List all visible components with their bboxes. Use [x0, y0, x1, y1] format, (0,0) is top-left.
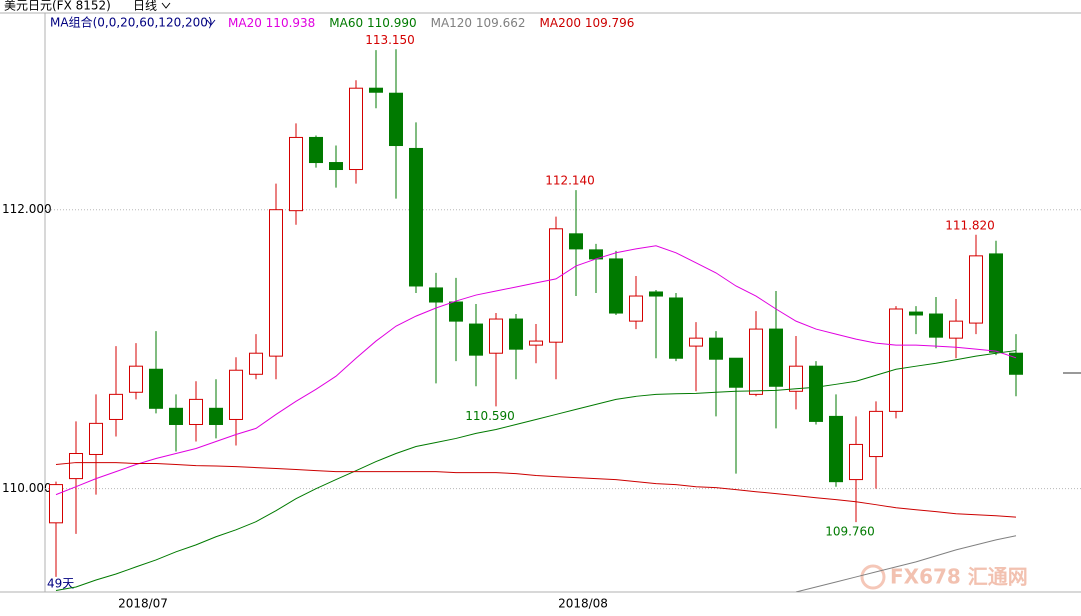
candle-body	[109, 393, 123, 420]
candle-body	[169, 407, 183, 425]
candle-body	[209, 407, 223, 425]
candle-body	[329, 162, 343, 171]
high-label: 113.150	[365, 33, 415, 47]
count-label: 49天	[47, 577, 74, 591]
candle-body	[749, 328, 763, 395]
candle-body	[1009, 352, 1023, 375]
candle-body	[809, 365, 823, 422]
candle-body	[689, 337, 703, 347]
candle-body	[49, 484, 63, 524]
chart-title: 美元日元(FX 8152)	[4, 0, 111, 13]
ma-selector[interactable]: MA组合(0,0,20,60,120,200)	[50, 15, 213, 30]
period-selector[interactable]: 日线	[133, 0, 157, 13]
candle-body	[989, 253, 1003, 353]
ma-line	[55, 462, 1017, 518]
watermark: FX678 汇通网	[860, 564, 1028, 590]
candle-body	[529, 340, 543, 346]
candle-body	[309, 136, 323, 164]
high-label: 112.140	[545, 174, 595, 188]
watermark-text: FX678 汇通网	[890, 565, 1028, 589]
legend-value: 110.938	[266, 16, 316, 30]
candle-body	[949, 320, 963, 339]
candle-body	[669, 297, 683, 359]
candle-body	[789, 365, 803, 392]
candle-body	[649, 291, 663, 297]
low-label: 110.590	[465, 409, 515, 423]
ma-line	[55, 350, 1017, 591]
candle-body	[849, 443, 863, 481]
candle-body	[409, 147, 423, 287]
candle-body	[469, 323, 483, 356]
candle-body	[429, 287, 443, 303]
legend-value: 110.990	[367, 16, 417, 30]
candle-body	[129, 365, 143, 393]
candle-body	[769, 328, 783, 387]
candle-body	[89, 422, 103, 455]
x-tick-label: 2018/07	[118, 597, 168, 611]
candle-body	[189, 398, 203, 425]
low-label: 109.760	[825, 525, 875, 539]
legend-entry: MA200 109.796	[540, 16, 635, 30]
candle-body	[289, 136, 303, 212]
dropdown-caret[interactable]	[206, 19, 216, 26]
candle-body	[149, 368, 163, 409]
candle-body	[709, 337, 723, 360]
legend-value: 109.662	[476, 16, 526, 30]
legend-entry: MA60 110.990	[329, 16, 416, 30]
candle-body	[969, 255, 983, 324]
candle-body	[389, 92, 403, 147]
y-tick-label: 110.000	[2, 481, 52, 495]
plot	[49, 49, 1023, 592]
legend-name: MA200	[540, 16, 581, 30]
dropdown-caret[interactable]	[161, 2, 171, 9]
legend-name: MA120	[431, 16, 472, 30]
ma-line	[55, 245, 1017, 496]
y-tick-label: 112.000	[2, 202, 52, 216]
candle-body	[549, 228, 563, 343]
candle-body	[249, 352, 263, 375]
candle-body	[69, 452, 83, 480]
legend-name: MA60	[329, 16, 363, 30]
legend-entry: MA20 110.938	[228, 16, 315, 30]
candle-body	[489, 318, 503, 354]
candle-body	[629, 295, 643, 322]
x-tick-label: 2018/08	[558, 597, 608, 611]
candle-body	[229, 369, 243, 420]
candle-body	[609, 258, 623, 314]
candle-body	[349, 87, 363, 171]
high-label: 111.820	[945, 218, 995, 232]
candle-body	[729, 357, 743, 388]
legend-name: MA20	[228, 16, 262, 30]
candle-body	[889, 308, 903, 412]
candle-body	[909, 311, 923, 316]
candle-body	[829, 415, 843, 483]
candle-body	[509, 318, 523, 350]
candle-body	[569, 233, 583, 250]
candle-body	[929, 313, 943, 338]
ma-line	[795, 535, 1017, 592]
legend-value: 109.796	[585, 16, 635, 30]
watermark-logo	[860, 564, 886, 590]
legend-entry: MA120 109.662	[431, 16, 526, 30]
candle-body	[369, 87, 383, 93]
candle-body	[269, 209, 283, 357]
candle-body	[869, 410, 883, 458]
candle-body	[449, 301, 463, 322]
